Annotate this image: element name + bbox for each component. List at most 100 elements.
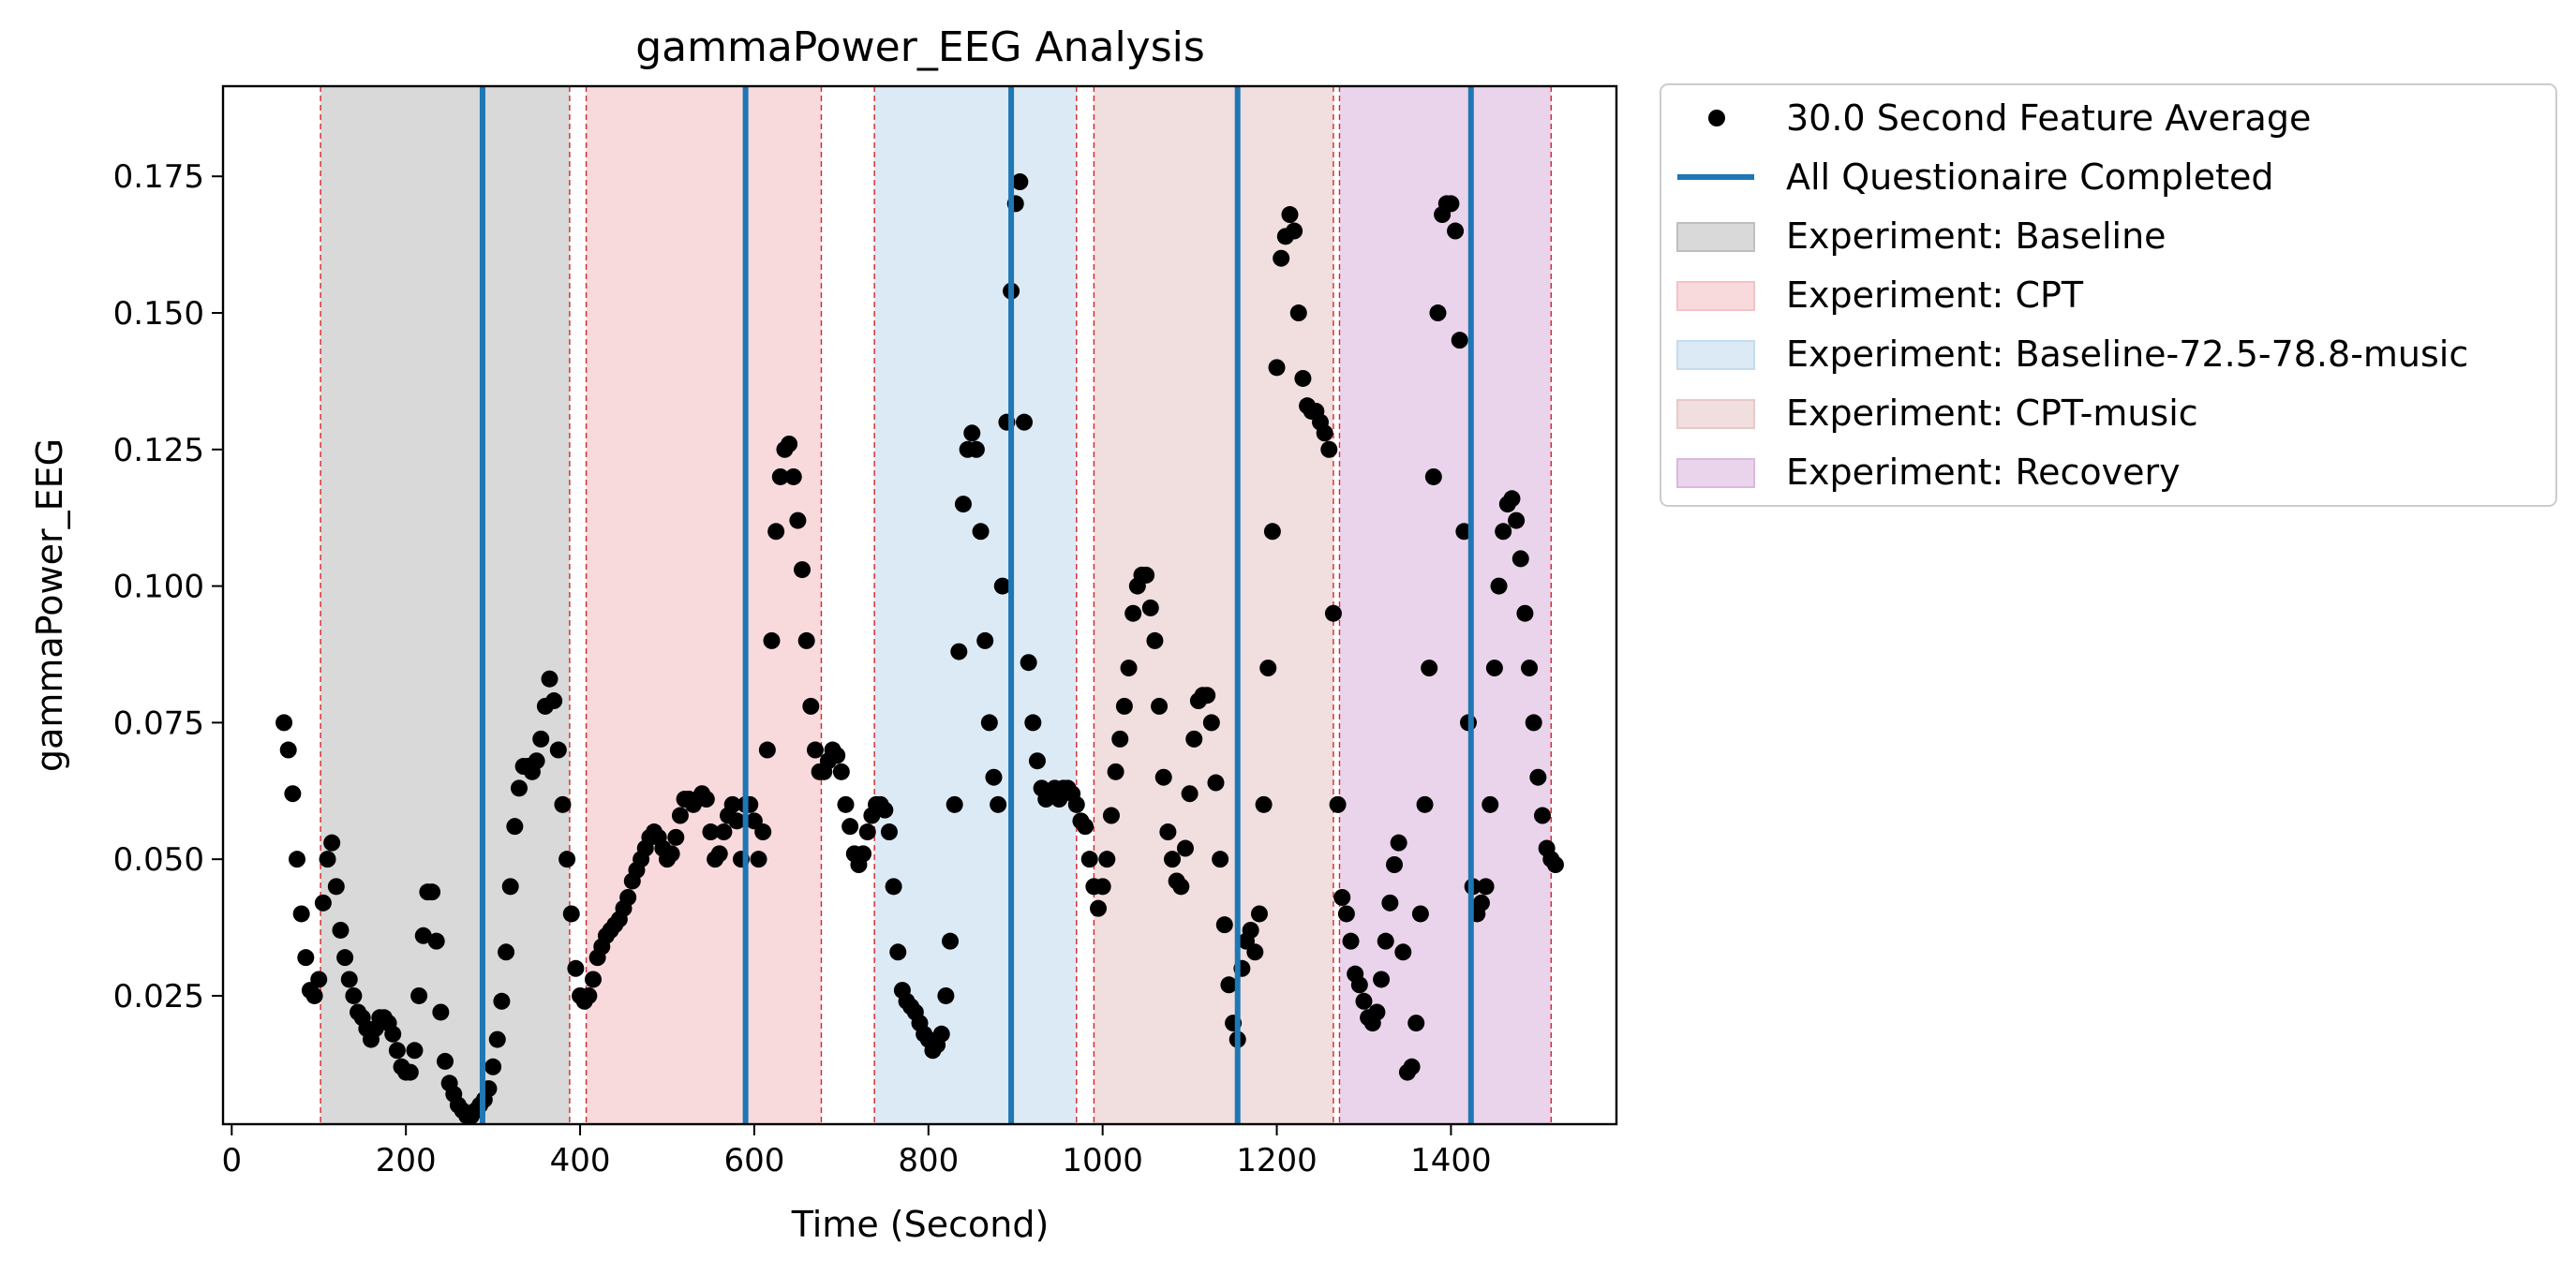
data-point-162: [980, 714, 998, 732]
data-point-216: [1215, 916, 1233, 934]
data-point-192: [1111, 730, 1129, 748]
legend-label-2: Experiment: Baseline: [1786, 215, 2167, 257]
data-point-48: [484, 1058, 502, 1075]
data-point-283: [1508, 511, 1526, 529]
data-point-15: [340, 971, 358, 988]
data-point-104: [728, 812, 746, 830]
data-point-265: [1429, 304, 1447, 322]
legend-marker-4: [1676, 340, 1755, 370]
x-tick-label-0: 0: [221, 1142, 242, 1179]
data-point-264: [1424, 467, 1442, 485]
data-point-30: [406, 1042, 424, 1060]
data-point-285: [1516, 604, 1534, 622]
data-point-13: [332, 921, 350, 939]
data-point-199: [1141, 599, 1159, 616]
data-point-200: [1146, 631, 1164, 649]
data-point-275: [1472, 894, 1490, 912]
data-point-241: [1324, 604, 1342, 622]
x-tick-label-5: 1000: [1062, 1142, 1143, 1179]
data-point-154: [946, 795, 963, 813]
data-point-31: [410, 986, 428, 1004]
data-point-204: [1164, 851, 1182, 868]
data-point-159: [967, 440, 985, 458]
data-point-133: [855, 845, 872, 863]
data-point-244: [1337, 905, 1355, 923]
data-point-161: [976, 631, 994, 649]
data-point-209: [1185, 730, 1203, 748]
data-point-253: [1377, 932, 1394, 950]
data-point-222: [1242, 921, 1259, 939]
data-point-256: [1390, 834, 1407, 852]
data-point-214: [1207, 774, 1225, 792]
data-point-90: [667, 828, 685, 846]
data-point-278: [1485, 660, 1503, 677]
x-tick-label-6: 1200: [1236, 1142, 1318, 1179]
data-point-289: [1534, 807, 1552, 824]
data-point-263: [1421, 660, 1438, 677]
data-point-171: [1020, 654, 1037, 672]
region-span-2-0: [874, 86, 1077, 1124]
x-tick-label-3: 600: [723, 1142, 784, 1179]
legend-label-0: 30.0 Second Feature Average: [1786, 97, 2311, 139]
data-point-223: [1246, 943, 1264, 961]
data-point-120: [797, 631, 815, 649]
legend: 30.0 Second Feature Average All Questiona…: [1660, 83, 2557, 507]
data-point-97: [697, 791, 715, 808]
data-point-141: [889, 943, 907, 961]
data-point-118: [789, 511, 807, 529]
data-point-3: [288, 851, 305, 868]
data-point-152: [937, 986, 955, 1004]
data-point-103: [723, 795, 741, 813]
data-point-16: [345, 986, 363, 1004]
data-point-172: [1024, 714, 1042, 732]
y-tick-label-5: 0.150: [113, 295, 204, 333]
data-point-190: [1102, 807, 1120, 824]
data-point-89: [663, 845, 680, 863]
data-point-1: [279, 741, 297, 759]
data-point-64: [554, 795, 572, 813]
data-point-25: [384, 1025, 402, 1043]
data-point-203: [1159, 823, 1177, 841]
data-point-114: [771, 467, 789, 485]
data-point-4: [292, 905, 310, 923]
legend-marker-3: [1676, 281, 1755, 311]
data-point-26: [388, 1042, 406, 1060]
data-point-50: [493, 992, 511, 1010]
data-point-245: [1342, 932, 1360, 950]
data-point-268: [1442, 195, 1460, 213]
data-point-67: [567, 959, 585, 977]
data-point-8: [310, 971, 328, 988]
data-point-184: [1077, 818, 1094, 836]
data-point-117: [784, 467, 802, 485]
legend-label-1: All Questionaire Completed: [1786, 156, 2274, 198]
data-point-63: [549, 741, 567, 759]
y-tick-label-0: 0.025: [113, 978, 204, 1016]
data-point-98: [702, 823, 720, 841]
data-point-232: [1286, 222, 1303, 240]
x-tick-label-4: 800: [898, 1142, 959, 1179]
data-point-116: [781, 435, 798, 452]
data-point-121: [802, 697, 820, 715]
data-point-122: [806, 741, 824, 759]
data-point-62: [545, 692, 563, 710]
data-point-292: [1546, 856, 1564, 873]
data-point-59: [532, 730, 550, 748]
data-point-11: [323, 834, 341, 852]
data-point-163: [985, 768, 1003, 786]
data-point-193: [1115, 697, 1133, 715]
data-point-110: [754, 823, 772, 841]
data-point-288: [1529, 768, 1547, 786]
data-point-9: [314, 894, 332, 912]
data-point-182: [1067, 795, 1085, 813]
data-point-185: [1080, 851, 1098, 868]
y-tick-label-4: 0.125: [113, 432, 204, 469]
y-axis-label: gammaPower_EEG: [29, 438, 70, 772]
data-point-231: [1281, 206, 1299, 224]
data-point-128: [832, 763, 850, 780]
data-point-66: [562, 905, 580, 923]
data-point-187: [1090, 899, 1108, 917]
data-point-32: [414, 927, 432, 944]
data-point-29: [401, 1063, 419, 1081]
data-point-279: [1490, 577, 1508, 595]
questionnaire-lines-layer: [479, 86, 1474, 1124]
